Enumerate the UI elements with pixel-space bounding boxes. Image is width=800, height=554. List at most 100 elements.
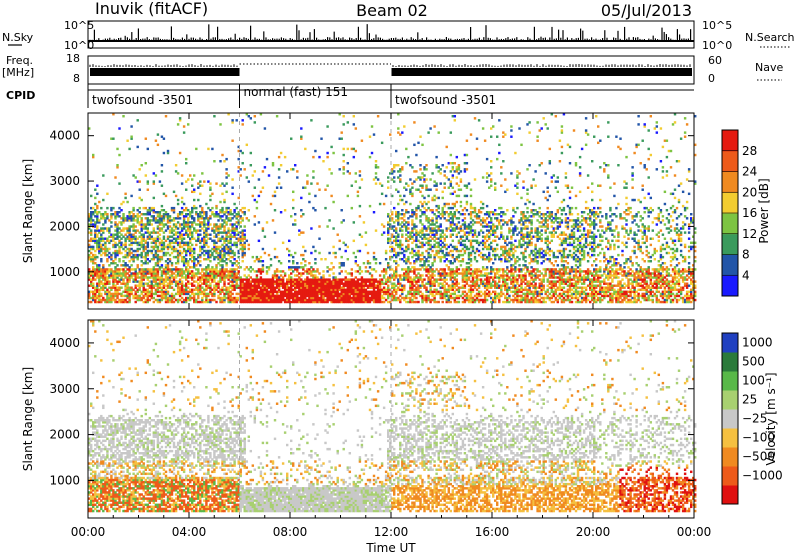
heatmap-cell bbox=[401, 198, 404, 202]
heatmap-cell bbox=[427, 237, 430, 240]
heatmap-cell bbox=[138, 294, 141, 298]
heatmap-cell bbox=[302, 186, 305, 189]
heatmap-cell bbox=[340, 286, 343, 289]
heatmap-cell bbox=[90, 231, 93, 234]
heatmap-cell bbox=[146, 278, 150, 281]
heatmap-cell bbox=[130, 194, 133, 198]
heatmap-cell bbox=[221, 192, 224, 196]
heatmap-cell bbox=[132, 268, 135, 271]
heatmap-cell bbox=[286, 296, 289, 300]
heatmap-cell bbox=[405, 268, 408, 271]
heatmap-cell bbox=[415, 239, 418, 243]
heatmap-cell bbox=[443, 170, 446, 173]
heatmap-cell bbox=[358, 233, 362, 236]
heatmap-cell bbox=[395, 164, 398, 167]
station-title: Inuvik (fitACF) bbox=[95, 0, 208, 18]
heatmap-cell bbox=[229, 270, 232, 273]
heatmap-cell bbox=[160, 135, 164, 138]
heatmap-cell bbox=[439, 213, 442, 216]
heatmap-cell bbox=[326, 270, 329, 273]
heatmap-cell bbox=[245, 143, 249, 147]
heatmap-cell bbox=[182, 260, 186, 263]
heatmap-cell bbox=[445, 253, 448, 257]
heatmap-cell bbox=[154, 243, 158, 247]
heatmap-cell bbox=[94, 225, 97, 228]
heatmap-cell bbox=[154, 245, 158, 249]
heatmap-cell bbox=[249, 288, 253, 292]
heatmap-cell bbox=[166, 282, 170, 285]
heatmap-cell bbox=[372, 282, 376, 285]
heatmap-cell bbox=[116, 166, 119, 169]
heatmap-cell bbox=[207, 266, 210, 269]
heatmap-cell bbox=[112, 206, 115, 210]
heatmap-cell bbox=[328, 284, 331, 287]
heatmap-cell bbox=[419, 290, 422, 294]
heatmap-cell bbox=[370, 290, 374, 294]
heatmap-cell bbox=[405, 233, 408, 236]
heatmap-cell bbox=[292, 168, 295, 171]
heatmap-cell bbox=[352, 294, 356, 298]
heatmap-cell bbox=[443, 211, 446, 214]
heatmap-cell bbox=[316, 294, 319, 298]
heatmap-cell bbox=[199, 272, 202, 275]
heatmap-cell bbox=[158, 276, 162, 279]
heatmap-cell bbox=[90, 219, 93, 222]
heatmap-cell bbox=[180, 196, 184, 200]
heatmap-cell bbox=[116, 237, 119, 240]
heatmap-cell bbox=[286, 298, 289, 302]
heatmap-cell bbox=[213, 247, 216, 251]
heatmap-cell bbox=[429, 290, 432, 294]
heatmap-cell bbox=[174, 233, 178, 236]
heatmap-cell bbox=[229, 223, 232, 226]
heatmap-cell bbox=[401, 288, 404, 292]
heatmap-cell bbox=[221, 270, 224, 273]
heatmap-cell bbox=[134, 278, 137, 281]
heatmap-cell bbox=[138, 211, 141, 214]
heatmap-cell bbox=[231, 272, 234, 275]
heatmap-cell bbox=[217, 280, 220, 283]
heatmap-cell bbox=[447, 288, 451, 292]
heatmap-cell bbox=[120, 294, 123, 298]
heatmap-cell bbox=[399, 241, 402, 245]
heatmap-cell bbox=[433, 294, 436, 298]
heatmap-cell bbox=[279, 270, 283, 273]
heatmap-cell bbox=[245, 113, 249, 116]
heatmap-cell bbox=[267, 268, 271, 271]
heatmap-cell bbox=[108, 276, 111, 279]
heatmap-cell bbox=[290, 286, 293, 289]
heatmap-cell bbox=[213, 284, 216, 287]
heatmap-cell bbox=[249, 286, 253, 289]
heatmap-cell bbox=[158, 217, 162, 220]
heatmap-cell bbox=[247, 209, 251, 212]
heatmap-cell bbox=[140, 233, 143, 236]
heatmap-cell bbox=[100, 274, 103, 277]
heatmap-cell bbox=[191, 292, 194, 296]
heatmap-cell bbox=[221, 206, 224, 210]
heatmap-cell bbox=[180, 288, 184, 292]
heatmap-cell bbox=[180, 276, 184, 279]
heatmap-cell bbox=[100, 258, 103, 261]
heatmap-cell bbox=[166, 264, 170, 267]
heatmap-cell bbox=[425, 186, 428, 189]
heatmap-cell bbox=[245, 294, 249, 298]
heatmap-cell bbox=[433, 194, 436, 198]
heatmap-cell bbox=[324, 282, 327, 285]
heatmap-cell bbox=[435, 231, 438, 234]
heatmap-cell bbox=[94, 241, 97, 245]
heatmap-cell bbox=[124, 284, 127, 287]
heatmap-cell bbox=[114, 176, 117, 179]
heatmap-cell bbox=[209, 284, 212, 287]
heatmap-cell bbox=[233, 268, 236, 271]
heatmap-cell bbox=[419, 264, 422, 267]
heatmap-cell bbox=[110, 233, 113, 236]
heatmap-cell bbox=[207, 206, 210, 210]
heatmap-cell bbox=[235, 206, 238, 210]
heatmap-cell bbox=[223, 284, 226, 287]
heatmap-cell bbox=[128, 292, 131, 296]
heatmap-cell bbox=[449, 162, 453, 165]
heatmap-cell bbox=[409, 231, 412, 234]
heatmap-cell bbox=[370, 268, 374, 271]
heatmap-cell bbox=[219, 160, 222, 163]
heatmap-cell bbox=[292, 282, 295, 285]
heatmap-cell bbox=[205, 249, 208, 253]
